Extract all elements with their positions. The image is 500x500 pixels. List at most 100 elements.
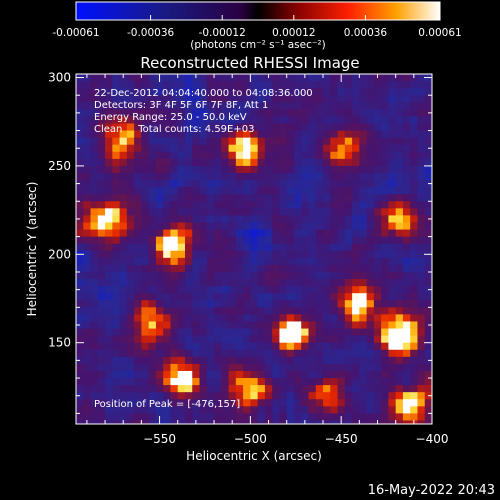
heatmap-cell <box>279 243 288 252</box>
heatmap-cell <box>366 349 375 358</box>
heatmap-cell <box>170 130 179 139</box>
heatmap-cell <box>272 300 281 308</box>
heatmap-cell <box>264 385 273 393</box>
heatmap-cell <box>97 349 106 358</box>
heatmap-cell <box>97 279 106 287</box>
heatmap-cell <box>90 130 99 139</box>
heatmap-cell <box>264 378 273 386</box>
heatmap-cell <box>417 116 426 125</box>
heatmap-cell <box>308 180 317 188</box>
heatmap-cell <box>286 378 295 386</box>
heatmap-cell <box>134 74 142 82</box>
heatmap-cell <box>395 180 404 188</box>
heatmap-cell <box>293 413 302 422</box>
heatmap-cell <box>112 144 121 153</box>
heatmap-cell <box>105 399 113 407</box>
heatmap-cell <box>235 356 244 365</box>
heatmap-cell <box>366 293 375 301</box>
heatmap-cell <box>286 335 295 344</box>
heatmap-cell <box>424 257 432 266</box>
heatmap-cell <box>250 158 259 167</box>
heatmap-cell <box>279 286 288 294</box>
heatmap-cell <box>257 95 266 103</box>
heatmap-cell <box>206 286 215 294</box>
heatmap-cell <box>330 349 339 358</box>
heatmap-cell <box>315 250 324 259</box>
heatmap-cell <box>286 74 295 82</box>
heatmap-cell <box>272 130 281 139</box>
heatmap-cell <box>228 356 237 365</box>
heatmap-cell <box>141 151 150 160</box>
heatmap-cell <box>402 88 411 96</box>
heatmap-cell <box>301 158 310 167</box>
heatmap-cell <box>293 208 302 217</box>
heatmap-cell <box>279 378 288 386</box>
heatmap-cell <box>119 356 128 365</box>
heatmap-cell <box>395 293 404 301</box>
heatmap-cell <box>206 307 215 315</box>
heatmap-cell <box>323 165 331 174</box>
heatmap-cell <box>366 194 375 202</box>
heatmap-cell <box>286 130 295 139</box>
heatmap-cell <box>243 399 251 407</box>
heatmap-cell <box>126 406 135 414</box>
heatmap-cell <box>141 370 150 379</box>
heatmap-cell <box>301 102 310 110</box>
heatmap-cell <box>199 279 208 287</box>
heatmap-cell <box>90 236 99 245</box>
heatmap-cell <box>424 95 432 103</box>
heatmap-cell <box>163 137 172 146</box>
heatmap-cell <box>301 264 310 273</box>
heatmap-cell <box>243 271 251 280</box>
heatmap-cell <box>105 109 113 118</box>
heatmap-cell <box>243 321 251 330</box>
heatmap-cell <box>177 335 186 344</box>
heatmap-cell <box>141 137 150 146</box>
heatmap-cell <box>373 392 382 400</box>
heatmap-cell <box>264 88 273 96</box>
heatmap-cell <box>76 385 84 393</box>
heatmap-cell <box>388 172 397 181</box>
heatmap-cell <box>170 165 179 174</box>
heatmap-cell <box>199 257 208 266</box>
heatmap-cell <box>257 300 266 308</box>
heatmap-cell <box>184 88 193 96</box>
heatmap-cell <box>410 243 419 252</box>
heatmap-cell <box>155 158 164 167</box>
heatmap-cell <box>366 279 375 287</box>
heatmap-cell <box>373 215 382 224</box>
heatmap-cell <box>272 180 281 188</box>
heatmap-cell <box>344 172 353 181</box>
heatmap-cell <box>417 74 426 82</box>
heatmap-cell <box>243 194 251 202</box>
heatmap-cell <box>206 144 215 153</box>
heatmap-cell <box>388 215 397 224</box>
heatmap-cell <box>323 257 331 266</box>
heatmap-cell <box>105 250 113 259</box>
heatmap-cell <box>221 392 230 400</box>
heatmap-cell <box>235 144 244 153</box>
heatmap-cell <box>344 257 353 266</box>
heatmap-cell <box>206 342 215 351</box>
heatmap-cell <box>417 392 426 400</box>
heatmap-cell <box>359 257 368 266</box>
heatmap-cell <box>417 137 426 146</box>
heatmap-cell <box>293 165 302 174</box>
heatmap-cell <box>221 172 230 181</box>
heatmap-cell <box>257 356 266 365</box>
heatmap-cell <box>105 243 113 252</box>
heatmap-cell <box>301 307 310 315</box>
heatmap-cell <box>402 314 411 323</box>
heatmap-cell <box>134 102 142 110</box>
heatmap-cell <box>228 307 237 315</box>
heatmap-cell <box>170 81 179 89</box>
heatmap-cell <box>417 264 426 273</box>
heatmap-cell <box>192 399 201 407</box>
heatmap-cell <box>352 215 360 224</box>
heatmap-cell <box>395 370 404 379</box>
heatmap-cell <box>83 349 92 358</box>
colorbar-tick-label: -0.00061 <box>52 27 99 39</box>
heatmap-cell <box>148 180 157 188</box>
heatmap-cell <box>134 95 142 103</box>
heatmap-cell <box>250 243 259 252</box>
